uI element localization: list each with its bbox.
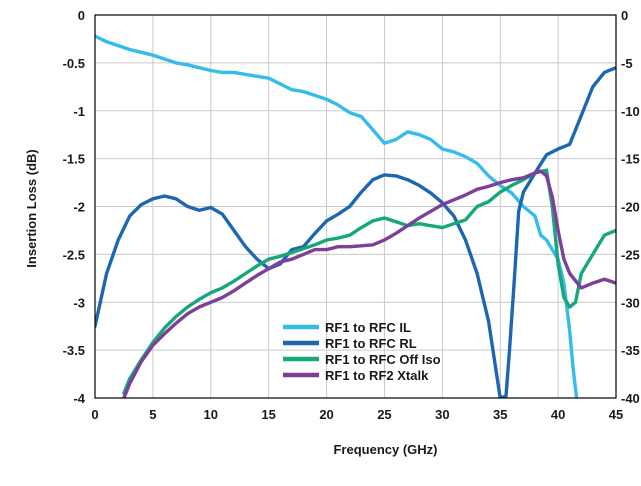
x-tick-label: 40: [551, 407, 565, 422]
y2-tick-labels: 0 -5 -10 -15 -20 -25 -30 -35 -40: [621, 8, 640, 406]
x-tick-label: 30: [435, 407, 449, 422]
x-tick-label: 20: [319, 407, 333, 422]
legend-label-4: RF1 to RF2 Xtalk: [325, 368, 429, 383]
y2-tick-label: -5: [621, 56, 633, 71]
y2-tick-label: 0: [621, 8, 628, 23]
legend-label-1: RF1 to RFC IL: [325, 320, 411, 335]
x-tick-label: 10: [204, 407, 218, 422]
x-tick-labels: 0 5 10 15 20 25 30 35 40 45: [91, 407, 623, 422]
y-tick-label: -2: [73, 200, 85, 215]
y-tick-label: -0.5: [63, 56, 85, 71]
x-tick-label: 0: [91, 407, 98, 422]
legend-label-3: RF1 to RFC Off Iso: [325, 352, 441, 367]
y-tick-label: -3.5: [63, 343, 85, 358]
x-tick-label: 15: [261, 407, 275, 422]
x-tick-label: 25: [377, 407, 391, 422]
y2-tick-label: -30: [621, 295, 640, 310]
x-tick-label: 5: [149, 407, 156, 422]
y-tick-label: -1.5: [63, 152, 85, 167]
y-tick-label: 0: [78, 8, 85, 23]
y-tick-labels: 0 -0.5 -1 -1.5 -2 -2.5 -3 -3.5 -4: [63, 8, 86, 406]
y2-tick-label: -35: [621, 343, 640, 358]
y2-tick-label: -20: [621, 200, 640, 215]
y2-tick-label: -25: [621, 247, 640, 262]
y-tick-label: -4: [73, 391, 85, 406]
y-tick-label: -2.5: [63, 247, 85, 262]
legend-label-2: RF1 to RFC RL: [325, 336, 417, 351]
y2-tick-label: -10: [621, 104, 640, 119]
x-tick-label: 45: [609, 407, 623, 422]
y2-tick-label: -15: [621, 152, 640, 167]
y-tick-label: -1: [73, 104, 85, 119]
y-axis-title: Insertion Loss (dB): [24, 149, 39, 267]
x-tick-label: 35: [493, 407, 507, 422]
y-tick-label: -3: [73, 295, 85, 310]
x-axis-title: Frequency (GHz): [333, 442, 437, 457]
y2-tick-label: -40: [621, 391, 640, 406]
